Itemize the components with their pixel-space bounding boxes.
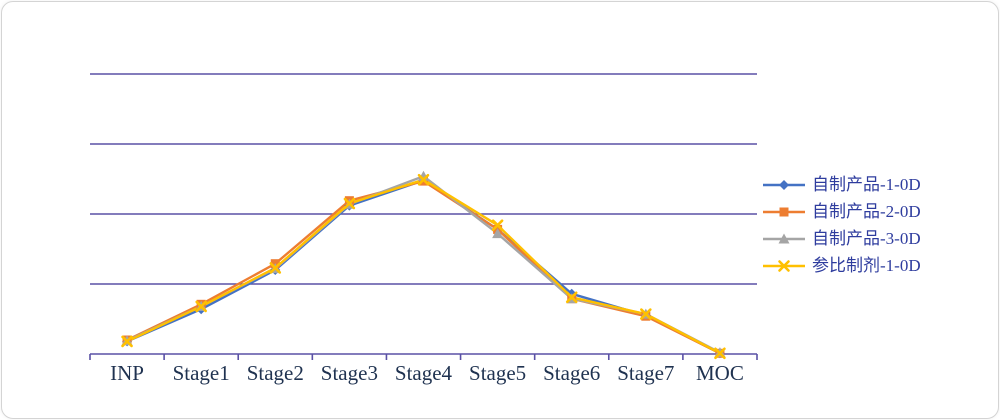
legend-label: 参比制剂-1-0D: [812, 256, 921, 275]
x-axis-label: INP: [110, 361, 144, 385]
legend-label: 自制产品-3-0D: [812, 229, 921, 248]
legend-item-series-1: 自制产品-1-0D: [762, 175, 921, 195]
x-axis-label: Stage4: [394, 361, 453, 385]
x-axis-label: Stage3: [320, 361, 378, 385]
legend-swatch-x-icon: [763, 260, 805, 272]
x-axis-label: Stage5: [469, 361, 527, 385]
chart-legend: 自制产品-1-0D 自制产品-2-0D 自制产品-3-0D 参比制剂-1-0D: [762, 175, 921, 276]
legend-label: 自制产品-2-0D: [812, 202, 921, 221]
legend-item-series-2: 自制产品-2-0D: [762, 202, 921, 222]
x-axis-label: Stage1: [172, 361, 230, 385]
legend-swatch-square-icon: [763, 207, 805, 217]
legend-item-series-4: 参比制剂-1-0D: [762, 256, 921, 276]
x-axis-label: Stage7: [617, 361, 675, 385]
legend-item-series-3: 自制产品-3-0D: [762, 229, 921, 249]
legend-label: 自制产品-1-0D: [812, 175, 921, 194]
legend-swatch-triangle-icon: [763, 233, 805, 244]
legend-swatch-diamond-icon: [763, 180, 805, 190]
x-axis-label: Stage2: [246, 361, 304, 385]
x-axis: INP Stage1 Stage2 Stage3 Stage4 Stage5 S…: [90, 360, 757, 386]
x-axis-label: Stage6: [543, 361, 601, 385]
x-axis-label: MOC: [696, 361, 744, 385]
